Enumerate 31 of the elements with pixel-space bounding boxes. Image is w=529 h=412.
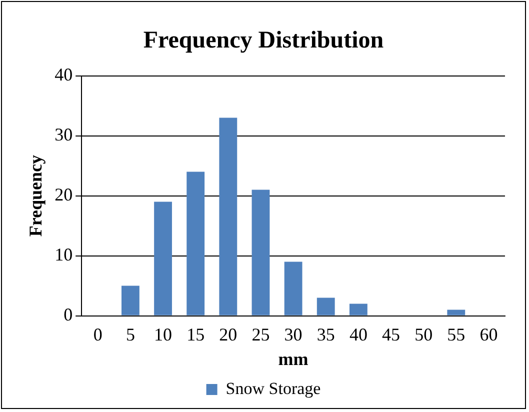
x-tick-label: 45 [382, 324, 400, 344]
x-tick-label: 0 [93, 324, 102, 344]
bar [154, 202, 172, 316]
bar [122, 286, 140, 316]
x-tick-label: 40 [349, 324, 368, 344]
x-tick-label: 25 [252, 324, 270, 344]
x-tick-label: 30 [284, 324, 302, 344]
y-tick-label: 10 [54, 244, 73, 265]
bar [219, 118, 238, 316]
bar [186, 172, 205, 316]
y-tick-label: 40 [54, 64, 73, 85]
legend-label: Snow Storage [226, 378, 321, 398]
y-axis-title: Frequency [25, 154, 46, 237]
x-tick-label: 20 [219, 324, 238, 344]
bar [316, 298, 335, 316]
bar [284, 262, 302, 316]
y-tick-label: 30 [54, 124, 73, 145]
x-tick-label: 60 [480, 324, 498, 344]
x-tick-label: 35 [316, 324, 335, 344]
bar [349, 304, 368, 316]
x-axis-title: mm [278, 348, 308, 369]
x-tick-label: 50 [414, 324, 433, 344]
chart-title: Frequency Distribution [143, 28, 384, 54]
y-tick-label: 0 [64, 304, 73, 325]
bar [447, 310, 466, 316]
x-tick-label: 15 [186, 324, 205, 344]
x-tick-label: 5 [126, 324, 135, 344]
y-tick-label: 20 [54, 184, 73, 205]
x-tick-label: 10 [154, 324, 172, 344]
x-tick-label: 55 [447, 324, 466, 344]
bar [252, 190, 270, 316]
